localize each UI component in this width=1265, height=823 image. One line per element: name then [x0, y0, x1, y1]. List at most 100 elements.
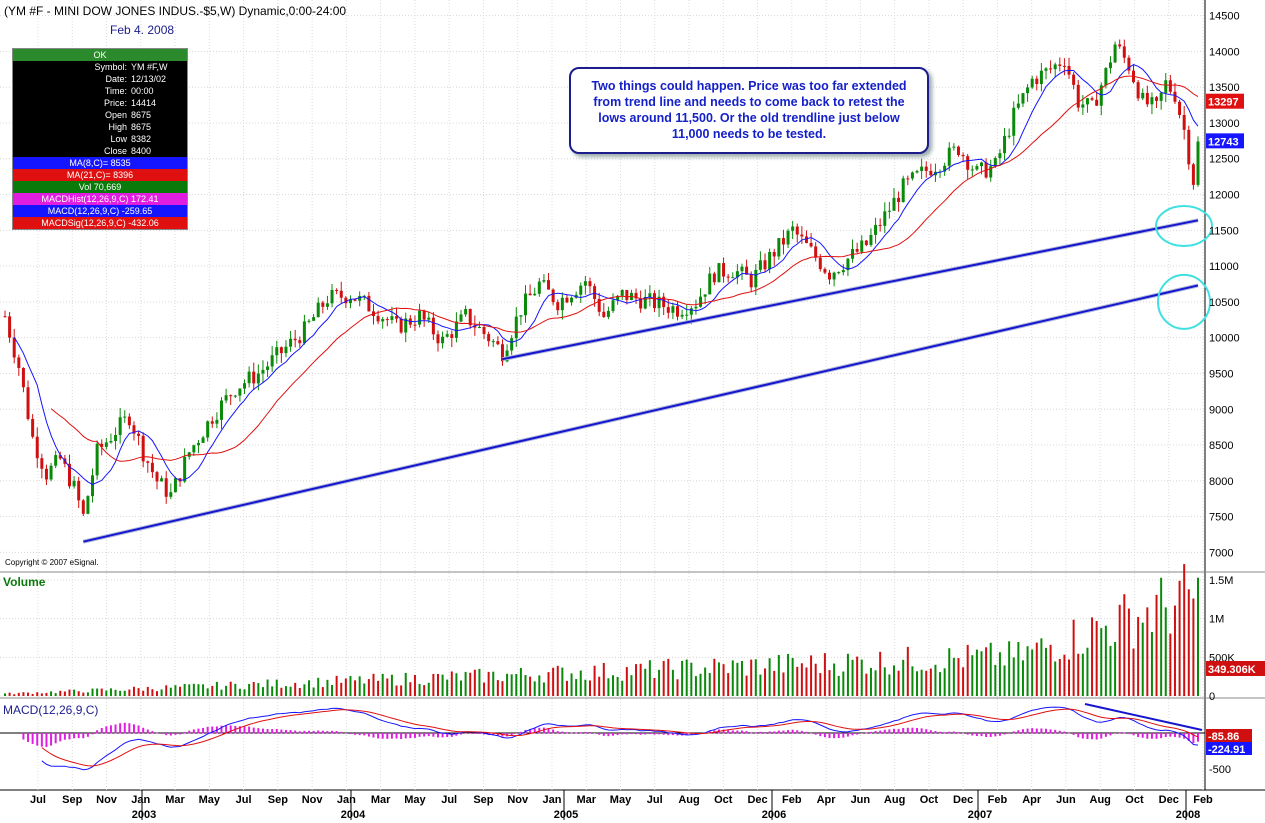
volume-last-text: 349.306K	[1208, 664, 1256, 676]
volume-bar	[1197, 577, 1199, 696]
candle-body	[906, 178, 910, 180]
macd-last-tag	[1206, 729, 1252, 742]
price-tick-label: 11500	[1209, 225, 1239, 237]
candle-body	[1012, 107, 1016, 136]
volume-bar	[975, 649, 978, 696]
volume-bar	[533, 681, 536, 696]
volume-bar	[777, 655, 780, 696]
candle-body	[500, 344, 504, 362]
macd-signal-line	[41, 708, 1199, 767]
price-tick-label: 11000	[1209, 261, 1239, 273]
macd-hist-bar	[740, 730, 743, 734]
candle-body	[1007, 135, 1011, 137]
ma-21-line	[50, 75, 1199, 462]
candle-body	[150, 462, 154, 473]
candle-body	[726, 276, 730, 278]
candle-body	[897, 197, 901, 203]
macd-hist-bar	[266, 729, 269, 734]
month-label: Mar	[165, 794, 185, 806]
candle-body	[81, 500, 85, 514]
macd-hist-bar	[248, 726, 251, 734]
volume-bar	[321, 687, 324, 696]
macd-hist-bar	[943, 732, 946, 734]
volume-bar	[243, 689, 246, 696]
volume-bar	[639, 663, 642, 696]
volume-bar	[22, 692, 25, 696]
macd-hist-bar	[962, 732, 965, 734]
volume-bar	[607, 678, 610, 696]
candle-body	[606, 310, 610, 317]
candle-body	[44, 468, 48, 480]
macd-hist-bar	[243, 726, 246, 734]
candle-body	[1178, 101, 1182, 115]
volume-bar	[496, 680, 499, 696]
macd-hist-bar	[1063, 731, 1066, 734]
info-value: YM #F,W	[131, 62, 168, 72]
volume-bar	[612, 675, 615, 696]
candle-body	[772, 251, 776, 257]
candle-body	[137, 433, 141, 436]
macd-hist-bar	[160, 733, 163, 734]
volume-bar	[469, 672, 472, 696]
chart-title: (YM #F - MINI DOW JONES INDUS.-$5,W) Dyn…	[4, 4, 346, 18]
volume-bar	[934, 664, 937, 696]
volume-bar	[349, 675, 352, 696]
candle-body	[929, 170, 933, 176]
candle-body	[593, 286, 597, 299]
candle-body	[436, 334, 440, 344]
candle-body	[676, 306, 680, 317]
volume-bar	[1164, 607, 1167, 696]
volume-bar	[948, 648, 951, 696]
candle-body	[717, 263, 721, 283]
volume-bar	[547, 672, 550, 696]
candle-body	[1076, 84, 1080, 108]
macd-hist-bar	[1127, 733, 1130, 734]
macd-hist-bar	[897, 728, 900, 734]
macd-hist-bar	[745, 731, 748, 734]
macd-hist-bar	[690, 733, 693, 735]
volume-bar	[561, 667, 564, 696]
macd-hist-bar	[750, 732, 753, 734]
candle-body	[551, 289, 555, 303]
macd-hist-bar	[82, 733, 85, 739]
macd-hist-bar	[100, 728, 103, 734]
macd-hist-bar	[183, 732, 186, 734]
indicator-row: MA(8,C)= 8535	[13, 157, 187, 169]
macd-hist-bar	[1072, 733, 1075, 735]
candle-body	[791, 226, 795, 231]
year-label: 2005	[554, 809, 578, 821]
macd-hist-bar	[128, 723, 131, 734]
macd-hist-bar	[538, 727, 541, 734]
candle-body	[924, 166, 928, 171]
candle-body	[837, 272, 841, 274]
moving-averages	[13, 64, 1199, 485]
annotation-callout: Two things could happen. Price was too f…	[569, 67, 929, 154]
candle-body	[1044, 68, 1048, 71]
candle-body	[1072, 74, 1076, 85]
volume-bar	[192, 683, 195, 696]
volume-bar	[929, 668, 932, 696]
price-tick-label: 14500	[1209, 11, 1240, 23]
candle-body	[975, 166, 979, 170]
month-label: Jun	[1056, 794, 1076, 806]
macd-last-tag	[1206, 742, 1252, 755]
candle-body	[376, 315, 380, 322]
trendlines	[82, 218, 1199, 544]
candle-body	[146, 461, 150, 463]
macd-hist-bar	[860, 733, 863, 734]
candle-body	[952, 146, 956, 148]
volume-bar	[602, 662, 605, 696]
candle-body	[1136, 82, 1140, 99]
trendline	[83, 284, 1199, 543]
volume-bar	[1183, 564, 1186, 696]
macd-last-text: -85.86	[1208, 731, 1239, 743]
candle-body	[1095, 99, 1099, 106]
candle-body	[8, 316, 12, 338]
candle-body	[1030, 78, 1034, 88]
macd-hist-bar	[478, 733, 481, 735]
info-row: Open 8675	[13, 109, 187, 121]
candle-body	[749, 274, 753, 288]
volume-bar	[390, 674, 393, 696]
candle-body	[418, 310, 422, 325]
candle-body	[1016, 103, 1020, 108]
